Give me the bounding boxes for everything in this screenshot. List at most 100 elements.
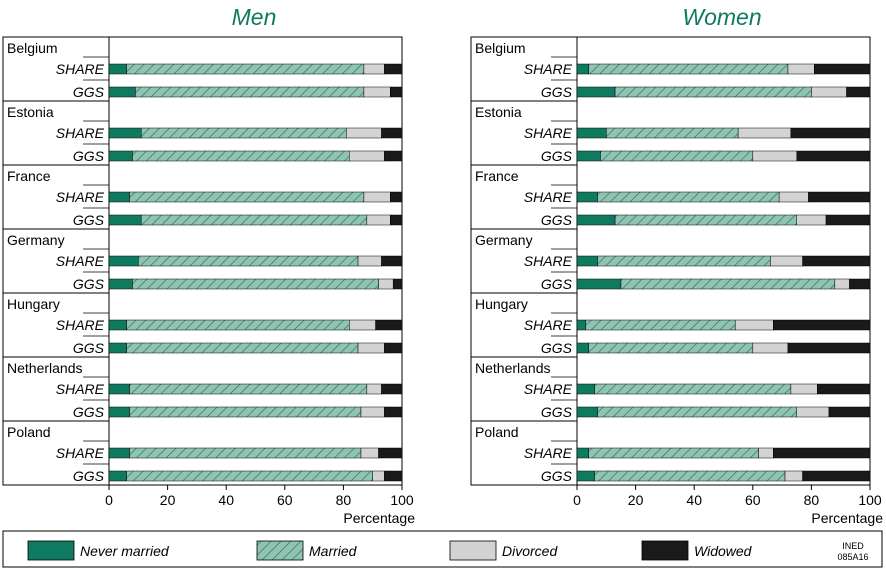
men-bar-never-married (108, 214, 142, 226)
men-survey-label: GGS (73, 84, 105, 100)
men-bar-widowed (381, 383, 403, 395)
men-bar-divorced (366, 383, 382, 395)
women-bar-divorced (752, 342, 789, 354)
women-x-tick-label: 60 (745, 492, 761, 508)
women-bar-married (588, 63, 789, 75)
women-bar-married (606, 127, 739, 139)
women-survey-label: SHARE (524, 61, 573, 77)
men-bar-widowed (381, 127, 403, 139)
women-survey-label: SHARE (524, 253, 573, 269)
women-x-tick-label: 80 (804, 492, 820, 508)
women-bar-divorced (770, 255, 803, 267)
men-country-label: Belgium (7, 40, 58, 56)
men-bar-widowed (390, 191, 403, 203)
men-country-label: Poland (7, 424, 51, 440)
women-bar-widowed (802, 470, 871, 482)
men-bar-divorced (372, 470, 385, 482)
women-x-tick-label: 20 (628, 492, 644, 508)
men-bar-married (135, 86, 365, 98)
men-bar-married (126, 470, 373, 482)
women-x-axis-label: Percentage (811, 510, 883, 526)
women-bar-married (585, 319, 736, 331)
women-country-label: Poland (475, 424, 519, 440)
women-bar-married (600, 150, 754, 162)
women-survey-label: GGS (541, 276, 573, 292)
women-bar-widowed (825, 214, 871, 226)
men-bar-divorced (360, 406, 385, 418)
women-country-label: Netherlands (475, 360, 551, 376)
men-country-label: Hungary (7, 296, 60, 312)
men-x-tick-label: 0 (105, 492, 113, 508)
men-bar-never-married (108, 127, 142, 139)
women-survey-label: SHARE (524, 317, 573, 333)
men-bar-divorced (349, 319, 376, 331)
women-bar-never-married (576, 214, 616, 226)
men-bar-never-married (108, 278, 133, 290)
women-bar-divorced (790, 383, 818, 395)
men-country-label: Netherlands (7, 360, 83, 376)
women-survey-label: GGS (541, 84, 573, 100)
women-bar-divorced (758, 447, 774, 459)
men-survey-label: GGS (73, 468, 105, 484)
women-bar-never-married (576, 86, 616, 98)
women-bar-widowed (796, 150, 871, 162)
women-bar-married (594, 470, 786, 482)
men-bar-never-married (108, 447, 130, 459)
men-survey-label: SHARE (56, 61, 105, 77)
women-bar-divorced (796, 214, 827, 226)
men-bar-never-married (108, 150, 133, 162)
women-bar-never-married (576, 63, 589, 75)
women-bar-widowed (787, 342, 871, 354)
men-bar-never-married (108, 86, 136, 98)
men-bar-divorced (357, 342, 385, 354)
women-bar-never-married (576, 406, 598, 418)
legend-frame (2, 530, 883, 568)
men-x-tick-label: 60 (277, 492, 293, 508)
men-bar-married (129, 191, 365, 203)
men-bar-divorced (363, 63, 385, 75)
women-bar-married (620, 278, 836, 290)
men-bar-divorced (378, 278, 394, 290)
women-survey-label: GGS (541, 212, 573, 228)
women-bar-divorced (784, 470, 803, 482)
women-bar-widowed (849, 278, 871, 290)
legend-swatch-never-married (27, 540, 75, 561)
women-survey-label: SHARE (524, 189, 573, 205)
women-bar-married (594, 383, 792, 395)
legend-swatch-widowed (641, 540, 689, 561)
men-bar-widowed (384, 63, 403, 75)
women-bar-married (588, 447, 759, 459)
men-bar-divorced (366, 214, 391, 226)
men-country-label: Estonia (7, 104, 54, 120)
women-bar-married (597, 406, 798, 418)
men-bar-never-married (108, 255, 139, 267)
men-bar-divorced (360, 447, 379, 459)
women-survey-label: SHARE (524, 445, 573, 461)
women-bar-never-married (576, 342, 589, 354)
women-bar-divorced (834, 278, 850, 290)
women-x-tick-label: 0 (573, 492, 581, 508)
women-bar-widowed (790, 127, 871, 139)
women-bar-never-married (576, 127, 607, 139)
women-bar-divorced (734, 319, 774, 331)
women-bar-married (597, 255, 771, 267)
men-x-tick-label: 20 (160, 492, 176, 508)
men-survey-label: GGS (73, 148, 105, 164)
legend-label-married: Married (309, 543, 358, 559)
legend-swatch-divorced (449, 540, 497, 561)
men-bar-never-married (108, 342, 127, 354)
women-country-label: Hungary (475, 296, 528, 312)
men-bar-divorced (357, 255, 382, 267)
women-survey-label: SHARE (524, 125, 573, 141)
men-bar-divorced (363, 86, 391, 98)
men-x-tick-label: 100 (390, 492, 414, 508)
men-bar-never-married (108, 319, 127, 331)
women-bar-divorced (796, 406, 830, 418)
women-bar-widowed (808, 191, 871, 203)
men-survey-label: GGS (73, 212, 105, 228)
women-x-tick-label: 40 (686, 492, 702, 508)
men-chart: BelgiumSHAREGGSEstoniaSHAREGGSFranceSHAR… (3, 37, 414, 508)
men-bar-widowed (390, 214, 403, 226)
men-x-tick-label: 80 (336, 492, 352, 508)
